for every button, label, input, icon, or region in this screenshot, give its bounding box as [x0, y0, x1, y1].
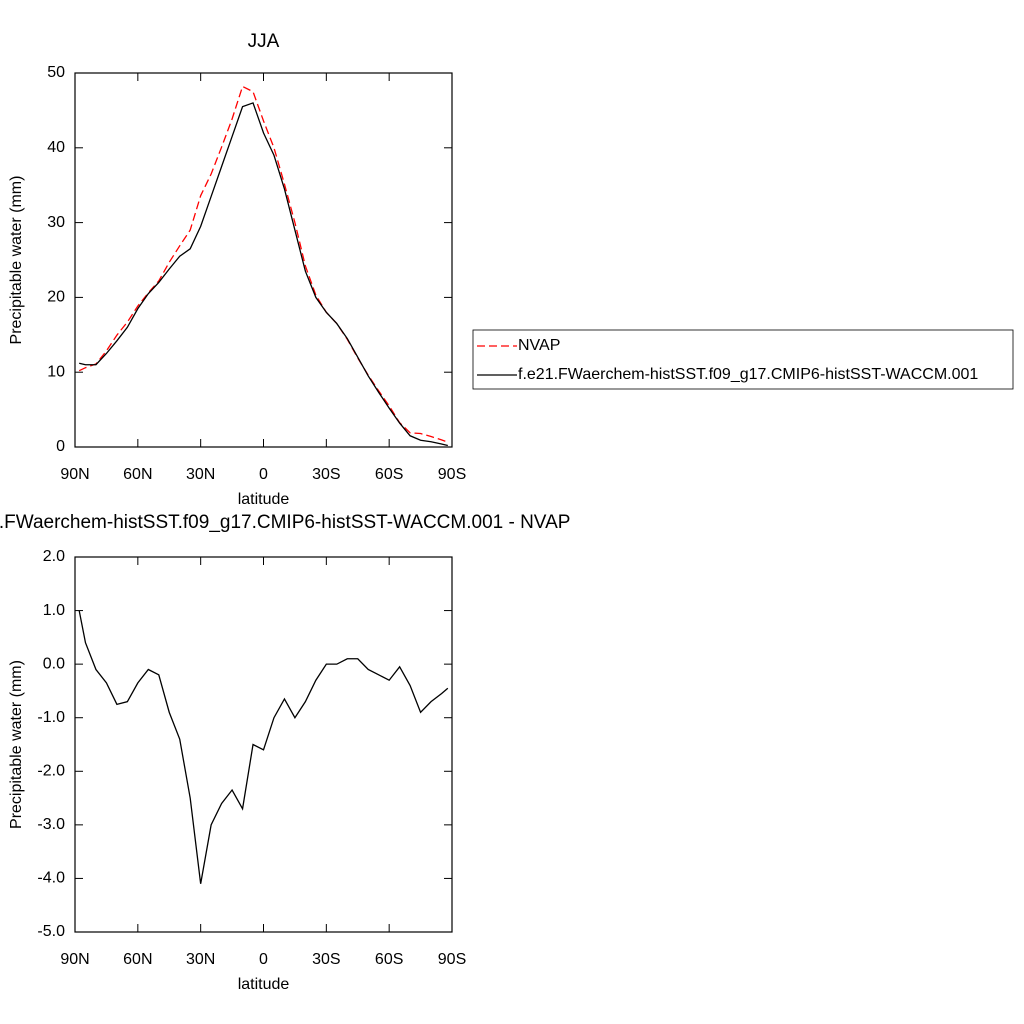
y-tick-label: -4.0 — [37, 870, 65, 887]
y-tick-label: 2.0 — [43, 548, 65, 565]
x-tick-label: 90N — [60, 466, 89, 483]
x-tick-label: 60N — [123, 951, 152, 968]
chart-title: JJA — [248, 31, 280, 52]
x-tick-label: 60S — [375, 951, 403, 968]
y-tick-label: 20 — [47, 289, 65, 306]
legend-label: NVAP — [518, 337, 560, 354]
y-tick-label: 0 — [56, 438, 65, 455]
legend-box — [472, 329, 1014, 390]
y-tick-label: 50 — [47, 64, 65, 81]
data-line — [79, 102, 448, 447]
y-tick-label: -5.0 — [37, 923, 65, 940]
x-tick-label: 30N — [186, 466, 215, 483]
y-tick-label: -3.0 — [37, 816, 65, 833]
x-tick-label: 90S — [438, 951, 466, 968]
x-tick-label: 60S — [375, 466, 403, 483]
y-tick-label: 1.0 — [43, 602, 65, 619]
y-tick-label: 0.0 — [43, 655, 65, 672]
plot-frame — [74, 556, 453, 933]
y-tick-label: -1.0 — [37, 709, 65, 726]
x-tick-label: 30S — [312, 466, 340, 483]
data-line — [78, 610, 449, 884]
data-line — [78, 85, 449, 443]
plot-frame — [74, 72, 453, 448]
legend-label: f.e21.FWaerchem-histSST.f09_g17.CMIP6-hi… — [518, 366, 978, 383]
x-tick-label: 0 — [259, 466, 268, 483]
y-tick-label: 10 — [47, 363, 65, 380]
x-axis-label: latitude — [238, 491, 290, 508]
x-tick-label: 90S — [438, 466, 466, 483]
y-axis-label: Precipitable water (mm) — [8, 176, 25, 345]
y-axis-label: Precipitable water (mm) — [8, 660, 25, 829]
y-tick-label: -2.0 — [37, 763, 65, 780]
chart-title: f.e21.FWaerchem-histSST.f09_g17.CMIP6-hi… — [0, 512, 570, 533]
y-tick-label: 40 — [47, 139, 65, 156]
x-tick-label: 0 — [259, 951, 268, 968]
x-axis-label: latitude — [238, 976, 290, 993]
x-tick-label: 30S — [312, 951, 340, 968]
x-tick-label: 30N — [186, 951, 215, 968]
y-tick-label: 30 — [47, 214, 65, 231]
x-tick-label: 90N — [60, 951, 89, 968]
x-tick-label: 60N — [123, 466, 152, 483]
